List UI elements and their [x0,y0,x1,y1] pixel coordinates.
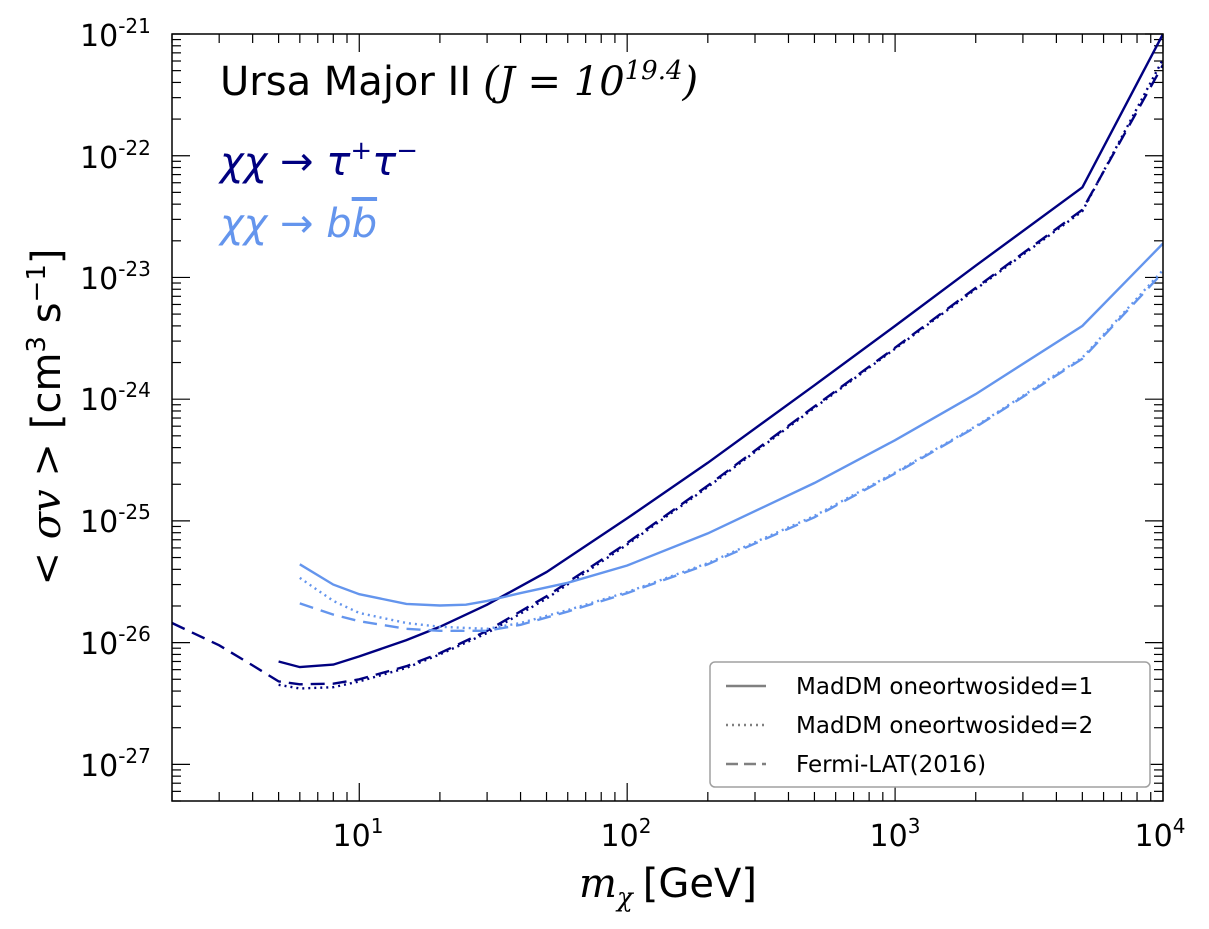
x-tick-label: 103 [870,814,921,854]
y-tick-label: 10-24 [80,378,151,418]
x-axis-title: mχ [GeV] [579,861,757,913]
series-bb-solid [299,242,1163,607]
x-tick-label: 104 [1135,814,1186,854]
series-layer [172,34,1163,690]
y-tick-label: 10-27 [80,744,151,784]
legend-label: Fermi-LAT(2016) [796,752,986,778]
series-bb-dotted [299,269,1163,631]
y-tick-labels: 10-27 10-26 10-25 10-24 10-23 10-22 10-2… [80,14,151,784]
legend-label: MadDM oneortwosided=2 [796,713,1093,739]
y-tick-label: 10-22 [80,136,151,176]
y-tick-label: 10-26 [80,622,151,662]
series-tau-dashed [172,64,1163,686]
channel-bb-label: χχ → bb [218,201,377,247]
plot-frame [171,33,1164,802]
x-tick-label: 102 [601,814,652,854]
x-tick-labels: 101 102 103 104 [333,814,1186,854]
legend: MadDM oneortwosided=1 MadDM oneortwoside… [709,661,1151,788]
series-bb-dashed [299,271,1163,632]
plot-title-annotation: Ursa Major II (J = 1019.4) [220,56,698,105]
minor-ticks [171,34,1163,802]
channel-tau-label: χχ → τ+τ− [218,136,418,185]
legend-label: MadDM oneortwosided=1 [796,674,1093,700]
x-tick-label: 101 [333,814,384,854]
y-tick-label: 10-23 [80,257,151,297]
y-axis-title: < σv >[cm3 s−1] [22,249,70,586]
y-tick-label: 10-25 [80,500,151,540]
y-tick-label: 10-21 [80,14,151,54]
series-tau-solid [278,34,1163,669]
legend-box [709,661,1151,788]
